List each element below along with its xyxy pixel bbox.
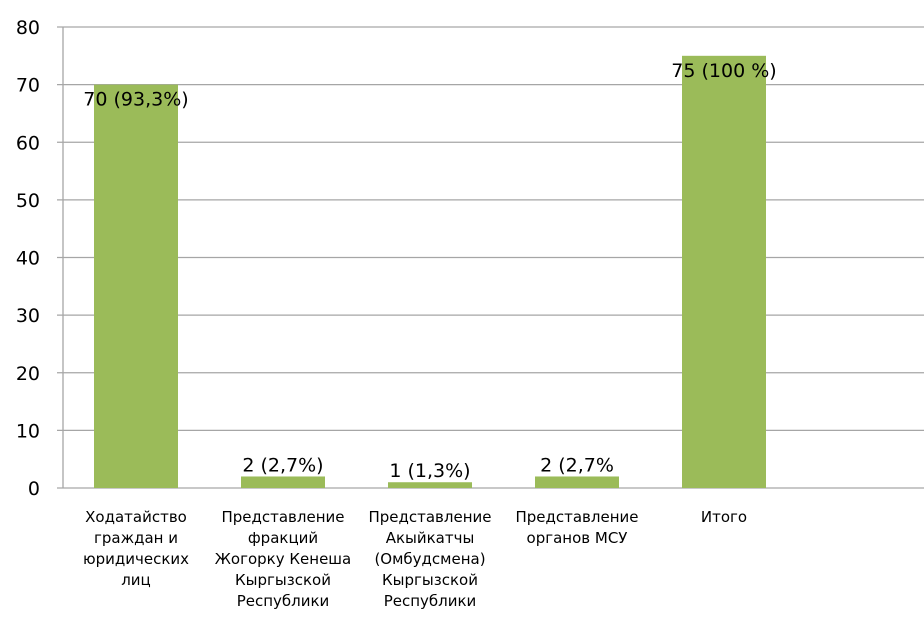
x-category-label-line: Акыйкатчы	[386, 529, 475, 547]
x-category-label-line: Представление	[515, 508, 638, 526]
x-category-label-line: Жогорку Кенеша	[215, 550, 351, 568]
x-category-label-line: органов МСУ	[527, 529, 628, 547]
x-category-label: Представление Акыйкатчы (Омбудсмена) Кыргыз…	[368, 508, 491, 610]
data-labels: 70 (93,3%) 2 (2,7%) 1 (1,3%) 2 (2,7% 75 (100…	[83, 60, 776, 482]
bar	[388, 482, 472, 488]
y-tick-label: 20	[16, 363, 40, 385]
data-label: 2 (2,7%)	[242, 454, 323, 476]
bar	[241, 476, 325, 488]
x-category-label-line: Итого	[701, 508, 747, 526]
x-category-label-line: Республики	[237, 592, 330, 610]
x-category-label: Представление органов МСУ	[515, 508, 638, 547]
bar	[535, 476, 619, 488]
x-category-label: Представление фракций Жогорку Кенеша Кыргыз…	[215, 508, 351, 610]
gridlines	[57, 26, 924, 489]
y-tick-label: 10	[16, 420, 40, 442]
data-label: 1 (1,3%)	[389, 460, 470, 482]
x-category-label-line: лиц	[121, 571, 151, 589]
data-label: 70 (93,3%)	[83, 89, 188, 111]
y-tick-label: 60	[16, 132, 40, 154]
y-tick-label: 70	[16, 75, 40, 97]
x-category-label-line: Кыргызской	[382, 571, 478, 589]
y-tick-label: 80	[16, 17, 40, 39]
x-category-label-line: (Омбудсмена)	[374, 550, 485, 568]
data-label: 2 (2,7%	[540, 454, 614, 476]
bars	[94, 55, 766, 488]
x-category-label-line: юридических	[83, 550, 189, 568]
y-axis: 0 10 20 30 40 50 60 70 80	[16, 17, 64, 500]
x-category-label-line: Кыргызской	[235, 571, 331, 589]
x-category-label-line: Республики	[384, 592, 477, 610]
y-tick-label: 30	[16, 305, 40, 327]
x-category-label-line: Ходатайство	[85, 508, 187, 526]
y-tick-label: 0	[28, 478, 40, 500]
data-label: 75 (100 %)	[671, 60, 776, 82]
x-category-label-line: граждан и	[94, 529, 178, 547]
x-category-label-line: фракций	[248, 529, 318, 547]
x-category-label-line: Представление	[368, 508, 491, 526]
bar	[682, 55, 766, 488]
x-category-label: Итого	[701, 508, 747, 526]
x-category-label-line: Представление	[221, 508, 344, 526]
y-tick-label: 50	[16, 190, 40, 212]
x-category-label: Ходатайство граждан и юридических лиц	[83, 508, 189, 589]
y-tick-label: 40	[16, 248, 40, 270]
x-axis-categories: Ходатайство граждан и юридических лиц Предст…	[83, 508, 747, 610]
bar	[94, 84, 178, 488]
